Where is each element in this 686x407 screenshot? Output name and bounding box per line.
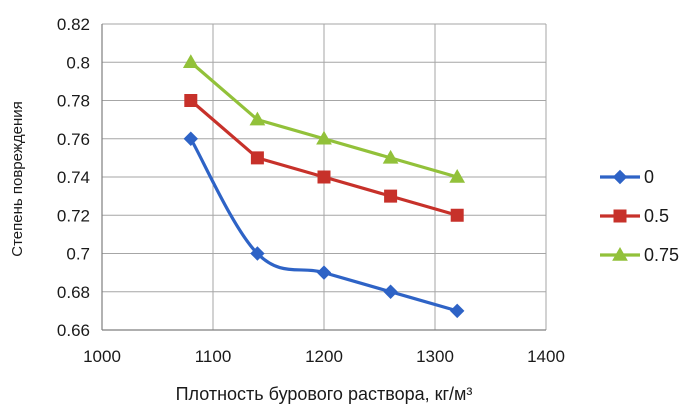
data-point-0-4 [449,303,465,319]
data-point-0.5-3 [384,189,398,203]
y-tick-label: 0.78 [57,92,90,111]
data-point-0-3 [383,284,398,299]
data-point-0.75-4 [449,168,466,183]
legend-label-0.75: 0.75 [644,245,679,265]
data-point-0-2 [316,265,332,280]
x-tick-label: 1200 [305,347,343,366]
data-point-0.75-1 [249,111,266,126]
y-tick-label: 0.74 [57,168,90,187]
y-tick-label: 0.72 [57,206,90,225]
legend-marker-0.5 [613,209,627,223]
y-axis-title: Степень повреждения [9,101,26,256]
data-point-0.5-1 [250,151,264,165]
legend-marker-0.75 [612,246,628,261]
x-tick-label: 1000 [83,347,121,366]
data-point-0.75-2 [316,130,332,145]
legend-label-0: 0 [644,167,654,187]
y-tick-label: 0.68 [57,283,90,302]
x-tick-label: 1400 [527,347,565,366]
legend-marker-0 [612,169,628,185]
data-point-0.5-2 [317,170,331,184]
data-point-0.75-0 [182,54,199,68]
y-tick-label: 0.7 [66,245,90,264]
data-point-0.5-0 [184,94,198,107]
y-tick-label: 0.66 [57,321,90,340]
data-point-0.75-3 [382,149,399,164]
legend-label-0.5: 0.5 [644,206,669,226]
data-point-0-1 [250,246,265,261]
y-tick-label: 0.82 [57,15,90,34]
y-tick-label: 0.76 [57,130,90,149]
data-point-0.5-4 [450,208,464,222]
x-axis-title: Плотность бурового раствора, кг/м³ [176,384,473,404]
data-point-0-0 [183,131,199,146]
series-line-0 [189,137,458,313]
x-tick-label: 1300 [416,347,454,366]
y-tick-label: 0.8 [66,53,90,72]
x-tick-label: 1100 [195,347,232,366]
